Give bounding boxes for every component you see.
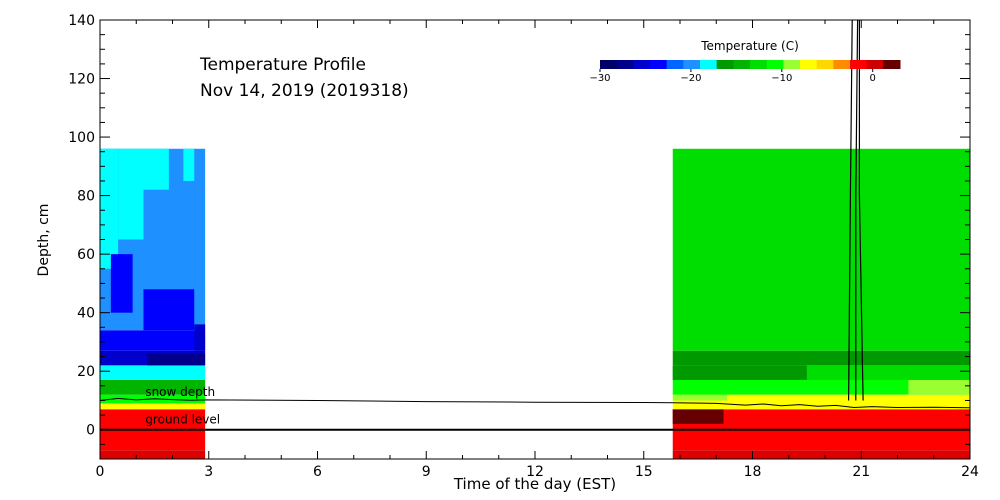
x-tick-label: 21 [852,464,870,480]
heatmap-cell [672,365,807,380]
sensor-spike-line [858,20,864,401]
colorbar-swatch [866,60,884,69]
x-tick-label: 15 [635,464,653,480]
colorbar-swatch [616,60,634,69]
ground-level-label: ground level [145,413,220,427]
heatmap-cell [110,254,133,313]
colorbar-swatch [850,60,868,69]
colorbar-title: Temperature (C) [700,39,799,53]
heatmap-cell [100,379,206,395]
colorbar-swatch [800,60,818,69]
x-axis-label: Time of the day (EST) [453,475,616,493]
colorbar-swatch [683,60,701,69]
heatmap-cell [908,379,970,395]
colorbar-swatch [816,60,834,69]
colorbar-swatch [650,60,668,69]
heatmap-cell [672,394,970,410]
y-axis-label: Depth, cm [36,204,52,277]
heatmap-cells [100,148,970,459]
colorbar-swatch [833,60,851,69]
x-tick-label: 18 [744,464,762,480]
y-tick-label: 0 [86,423,95,439]
colorbar-tick-label: −20 [680,73,701,84]
colorbar-tick-label: −10 [771,73,792,84]
x-tick-label: 6 [313,464,322,480]
y-tick-label: 120 [68,72,95,88]
heatmap-cell [672,379,970,395]
colorbar-swatch [600,60,618,69]
y-tick-label: 40 [77,306,95,322]
chart-subtitle: Nov 14, 2019 (2019318) [200,81,409,101]
heatmap-cell [100,403,206,410]
y-tick-label: 100 [68,130,95,146]
heatmap-cell [183,148,195,181]
x-tick-label: 24 [961,464,979,480]
snow-depth-line [99,397,971,409]
colorbar-swatch [633,60,651,69]
heatmap-cell [118,148,144,240]
heatmap-cell [147,353,206,366]
chart-title: Temperature Profile [199,55,366,75]
colorbar-tick-label: −30 [589,73,610,84]
x-tick-label: 9 [422,464,431,480]
y-tick-label: 140 [68,13,95,29]
colorbar-swatch [783,60,801,69]
heatmap-cell [100,148,119,269]
profile-lines [99,19,971,431]
colorbar-tick-label: 0 [870,73,876,84]
colorbar-swatch [766,60,784,69]
colorbar-swatches [600,60,901,69]
heatmap-cell [100,365,206,380]
colorbar-swatch [666,60,684,69]
colorbar-swatch [883,60,901,69]
heatmap-cell [143,148,169,190]
axes: 0 3 6 9 12 15 18 21 24 0 20 40 60 80 100 120 140 [68,13,979,480]
x-tick-label: 3 [204,464,213,480]
colorbar-swatch [733,60,751,69]
sensor-spike-line [855,19,859,401]
sensor-spike-line [847,19,853,401]
snow-depth-label: snow depth [145,385,215,399]
heatmap-cell [143,289,195,331]
colorbar-ticks: −30 −20 −10 0 [589,69,876,84]
y-tick-label: 80 [77,189,95,205]
y-tick-label: 60 [77,247,95,263]
colorbar-swatch [700,60,718,69]
heatmap-cell [100,450,206,459]
heatmap-cell [672,450,970,459]
colorbar-swatch [750,60,768,69]
x-tick-label: 12 [526,464,544,480]
x-tick-label: 0 [96,464,105,480]
heatmap-cell [672,394,728,401]
heatmap-cell [194,324,206,351]
heatmap-cell [100,330,206,351]
heatmap-cell [672,350,970,366]
y-tick-label: 20 [77,364,95,380]
colorbar-legend: Temperature (C) −30 −20 −10 0 [589,39,901,84]
heatmap-cell [672,409,724,424]
heatmap-cell [672,148,970,351]
colorbar-swatch [716,60,734,69]
